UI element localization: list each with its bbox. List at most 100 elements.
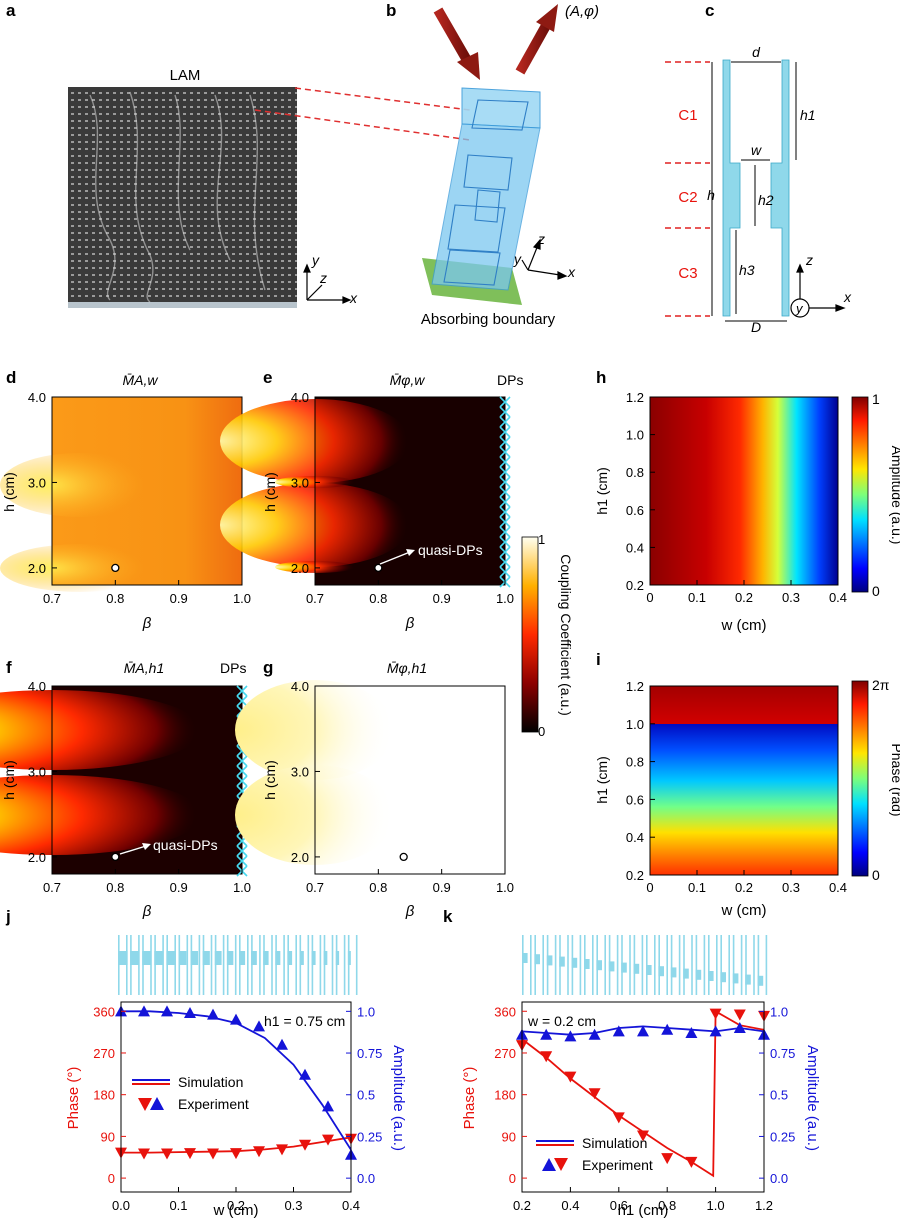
- axis-b-x: x: [567, 264, 576, 280]
- ytick-label-e: 3.0: [291, 475, 309, 490]
- data-point-amplitude-experiment: [588, 1028, 601, 1040]
- dp-mark: [499, 496, 511, 508]
- data-point-phase-experiment: [685, 1156, 698, 1168]
- dp-mark: [236, 755, 248, 767]
- strip-neck: [522, 953, 528, 963]
- xtick-label-i: 0.4: [829, 880, 847, 895]
- xlabel-f: β: [142, 903, 152, 920]
- ytick-left-label-j: 360: [93, 1004, 115, 1019]
- axis-a-x: x: [349, 290, 358, 306]
- frame-k: [521, 1001, 765, 1193]
- data-point-amplitude-experiment: [276, 1038, 288, 1050]
- dp-mark: [236, 765, 248, 777]
- panel-label-g: g: [263, 658, 273, 677]
- strip-wall: [716, 935, 718, 995]
- xtick-label-h: 0.4: [829, 590, 847, 605]
- strip-neck: [745, 974, 751, 985]
- plot-k: [516, 1008, 770, 1178]
- xtick-label-h: 0.3: [782, 590, 800, 605]
- strip-wall: [234, 935, 237, 995]
- data-point-phase-experiment: [709, 1008, 722, 1020]
- strip-neck: [621, 962, 627, 973]
- colorbar-i: [851, 680, 869, 877]
- data-point-phase-experiment: [322, 1134, 334, 1146]
- strip-wall: [740, 935, 743, 995]
- lam-pattern: [89, 91, 266, 303]
- xtick-label-d: 1.0: [233, 591, 251, 606]
- strip-neck: [534, 954, 540, 965]
- data-point-amplitude-experiment: [709, 1025, 722, 1037]
- legend-k: [536, 1140, 574, 1171]
- ytick-left-label-j: 270: [93, 1046, 115, 1061]
- xtick-label-j: 0.3: [284, 1198, 302, 1213]
- xtick-label-e: 0.8: [369, 591, 387, 606]
- unit-cell-strip-j: [118, 935, 358, 995]
- axes-c: [790, 263, 846, 318]
- strip-neck: [166, 951, 175, 965]
- ytick-label-e: 2.0: [291, 561, 309, 576]
- heatmap-f-lobe-4: [0, 690, 202, 770]
- strip-wall: [616, 935, 619, 995]
- ytick-label-i: 0.6: [626, 792, 644, 807]
- strip-neck: [299, 951, 304, 965]
- panel-label-j: j: [5, 907, 11, 926]
- ylabel-e: h (cm): [262, 472, 278, 512]
- panel-i: 0 0.1 0.2 0.3 0.4 0.2 0.4 0.6 0.8 1.0 1.2 w (cm) h…: [594, 677, 900, 919]
- ytick-right-label-k: 0.25: [770, 1129, 795, 1144]
- strip-wall: [271, 935, 273, 995]
- ytick-label-f: 3.0: [28, 764, 46, 779]
- data-point-amplitude-experiment: [637, 1025, 649, 1037]
- strip-wall: [174, 935, 176, 995]
- dim-h1: h1: [800, 107, 816, 123]
- xlabel-i: w (cm): [721, 902, 767, 919]
- strip-neck: [683, 968, 689, 979]
- ytick-left-label-k: 0: [509, 1171, 516, 1186]
- ylabel-i: h1 (cm): [594, 756, 610, 803]
- dim-d: d: [752, 44, 761, 60]
- strip-wall: [522, 935, 524, 995]
- panel-d: M̄A,w 0.7 0.8 0.9 1.0 2.0 3.0 4.0 β h (cm): [0, 372, 251, 632]
- heatmap-h: [650, 397, 838, 585]
- marker-g: [399, 852, 408, 862]
- annotation-f: quasi-DPs: [153, 837, 218, 853]
- panel-h: 0 0.1 0.2 0.3 0.4 0.2 0.4 0.6 0.8 1.0 1.2 w (cm) h…: [594, 390, 900, 634]
- strip-wall: [670, 935, 673, 995]
- legend-j-exp: Experiment: [178, 1096, 249, 1112]
- strip-neck: [757, 975, 764, 986]
- xtick-label-i: 0: [646, 880, 653, 895]
- slit-walls: [722, 59, 790, 317]
- section-c1: C1: [678, 107, 697, 124]
- ytick-label-h: 0.2: [626, 578, 644, 593]
- xtick-label-i: 0.2: [735, 880, 753, 895]
- data-point-phase-experiment: [299, 1139, 311, 1151]
- data-point-amplitude-experiment: [230, 1013, 242, 1025]
- strip-neck: [596, 960, 602, 971]
- xtick-label-i: 0.3: [782, 880, 800, 895]
- ytick-label-h: 1.0: [626, 428, 644, 443]
- strip-neck: [546, 955, 553, 966]
- ticks-j: 0.0 0.1 0.2 0.3 0.4 0 90 180 270 360 0.0 0.25 0.5 0.7…: [93, 1004, 382, 1213]
- dps-column-e: [499, 396, 511, 588]
- xtick-label-e: 0.9: [433, 591, 451, 606]
- data-point-amplitude-experiment: [540, 1028, 553, 1040]
- data-point-amplitude-experiment: [299, 1068, 311, 1080]
- strip-wall: [732, 935, 735, 995]
- dps-label-e: DPs: [497, 372, 523, 388]
- ylabel-g: h (cm): [262, 760, 278, 800]
- strip-neck: [323, 951, 328, 965]
- strip-neck: [720, 972, 726, 983]
- strip-neck: [178, 951, 187, 965]
- ytick-left-label-k: 270: [494, 1046, 516, 1061]
- strip-neck: [347, 951, 351, 965]
- axes-a: [303, 263, 352, 304]
- marker-d: [111, 563, 120, 573]
- ytick-label-d: 3.0: [28, 475, 46, 490]
- dp-mark: [499, 556, 511, 568]
- ytick-right-label-j: 0.0: [357, 1171, 375, 1186]
- axes-b: [521, 238, 568, 280]
- dim-h: h: [707, 187, 715, 203]
- data-point-phase-experiment: [564, 1071, 577, 1083]
- panel-label-f: f: [6, 658, 12, 677]
- absorbing-boundary-label: Absorbing boundary: [421, 311, 556, 328]
